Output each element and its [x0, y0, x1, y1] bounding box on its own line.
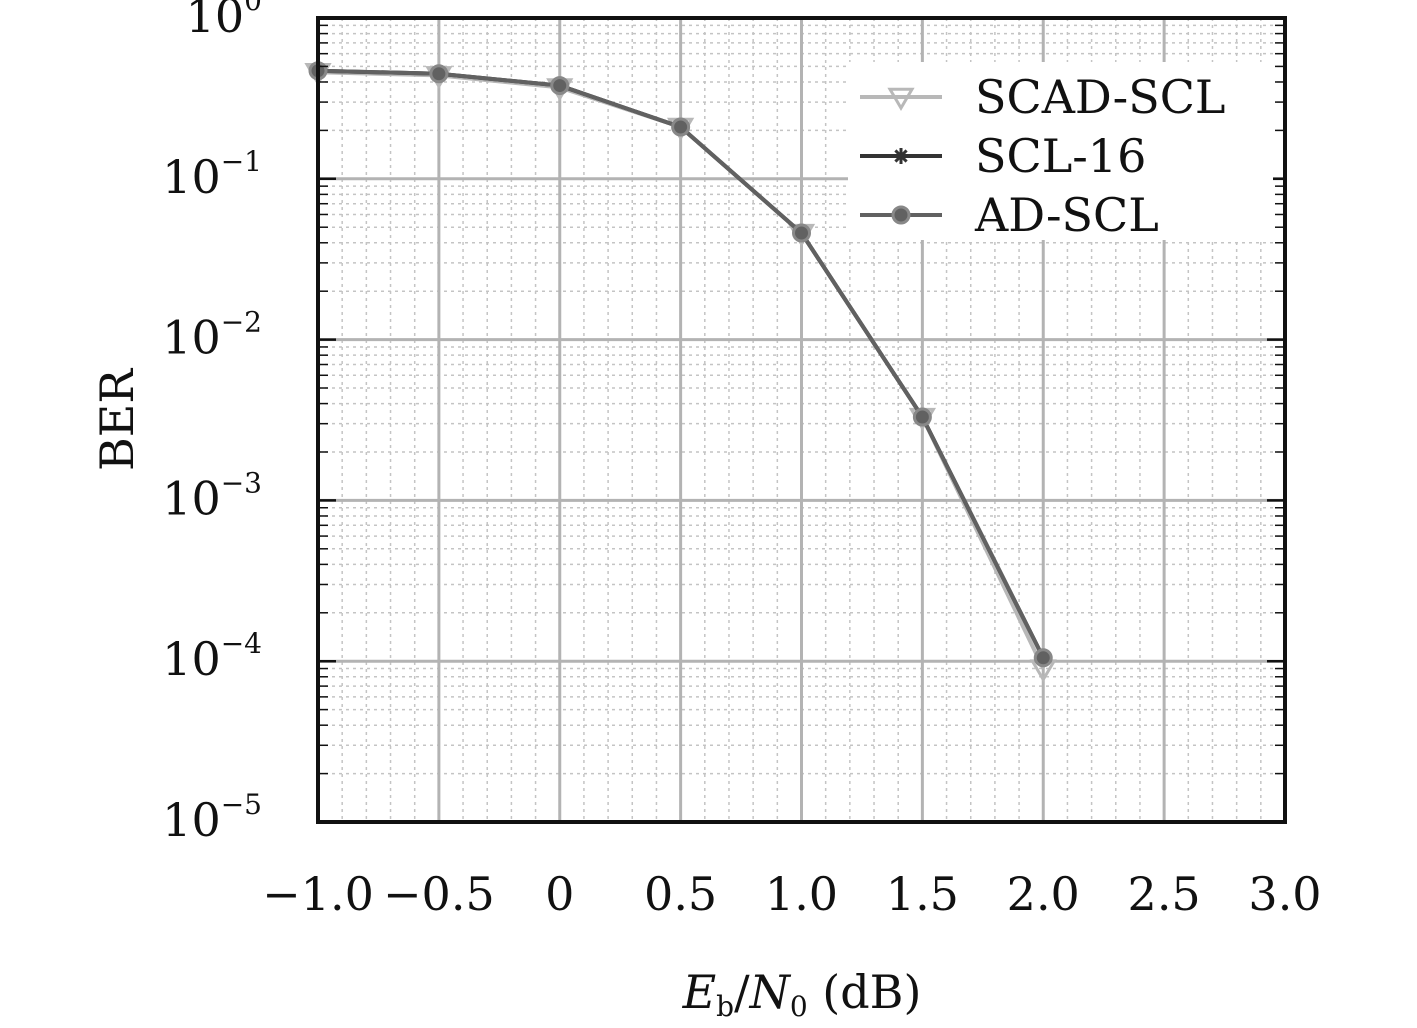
- data-point: [671, 117, 691, 137]
- plot-frame: [316, 16, 1287, 824]
- y-tick-exponent: −5: [221, 788, 262, 821]
- x-tick-label: 0.5: [644, 867, 717, 921]
- x-tick-label: −0.5: [383, 867, 495, 921]
- y-tick-label: 10−1: [162, 145, 262, 204]
- x-tick-label: 1.0: [765, 867, 838, 921]
- y-tick-exponent: 0: [244, 0, 262, 17]
- data-point: [429, 64, 449, 84]
- y-tick-label: 100: [186, 0, 262, 43]
- y-tick-exponent: −4: [221, 627, 262, 660]
- y-tick-exponent: −3: [221, 466, 262, 499]
- x-tick-label: 2.0: [1007, 867, 1080, 921]
- legend-box: [848, 62, 1273, 240]
- x-tick-label: 0: [545, 867, 574, 921]
- x-tick-label: 3.0: [1248, 867, 1321, 921]
- x-label-n: N: [749, 965, 792, 1019]
- y-tick-base: 10: [162, 150, 221, 204]
- data-point: [550, 76, 570, 96]
- y-tick-base: 10: [162, 793, 221, 847]
- y-tick-exponent: −2: [221, 306, 262, 339]
- x-label-e: E: [682, 965, 717, 1019]
- legend-label: SCAD-SCL: [975, 70, 1225, 124]
- x-axis-label: Eb/N0 (dB): [682, 965, 922, 1023]
- x-label-sub-b: b: [716, 990, 734, 1023]
- y-tick-label: 10−2: [162, 306, 262, 365]
- legend-marker: [893, 148, 909, 164]
- x-tick-label: −1.0: [262, 867, 374, 921]
- series-layer: [304, 61, 1057, 683]
- x-tick-label: 1.5: [886, 867, 959, 921]
- x-label-unit: (dB): [808, 965, 922, 1019]
- y-tick-base: 10: [162, 632, 221, 686]
- data-point: [1033, 648, 1053, 668]
- data-point: [792, 223, 811, 243]
- plot-border: [316, 16, 1287, 824]
- y-tick-exponent: −1: [221, 145, 262, 178]
- star-stroke: [894, 149, 908, 163]
- x-label-sub-0: 0: [790, 990, 808, 1023]
- x-label-slash: /: [734, 965, 750, 1019]
- x-tick-label: 2.5: [1128, 867, 1201, 921]
- y-tick-base: 10: [162, 471, 221, 525]
- y-tick-base: 10: [162, 311, 221, 365]
- data-point: [912, 407, 932, 427]
- series-ad-scl: [308, 61, 1053, 668]
- y-tick-label: 10−3: [162, 466, 262, 525]
- legend-marker: [887, 87, 915, 111]
- legend-marker: [891, 205, 911, 225]
- y-tick-base: 10: [186, 0, 245, 43]
- x-tick-labels: −1.0 −0.5 0 0.5 1.0 1.5 2.0 2.5 3.0: [262, 867, 1321, 921]
- legend-label: AD-SCL: [974, 188, 1159, 242]
- legend-label: SCL-16: [975, 129, 1146, 183]
- y-tick-label: 10−4: [162, 627, 262, 686]
- y-tick-label: 10−5: [162, 788, 262, 847]
- y-axis-label: BER: [90, 368, 144, 471]
